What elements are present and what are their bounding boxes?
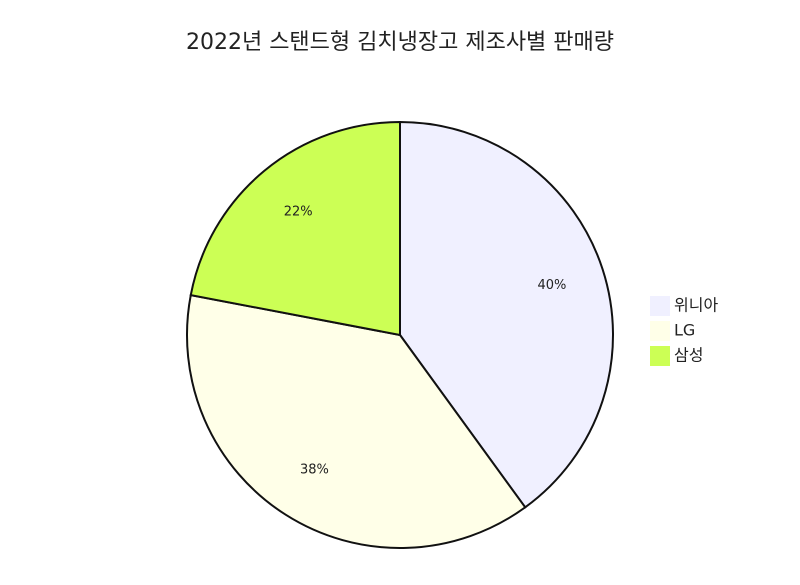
legend-swatch bbox=[650, 321, 670, 341]
data-label: 40% bbox=[537, 278, 566, 293]
legend-label: 위니아 bbox=[674, 296, 718, 315]
pie-slice bbox=[189, 120, 401, 337]
legend-label: LG bbox=[674, 321, 695, 340]
pie-slice bbox=[186, 293, 527, 549]
legend-swatch bbox=[650, 346, 670, 366]
data-label: 38% bbox=[300, 462, 329, 477]
chart-title: 2022년 스탠드형 김치냉장고 제조사별 판매량 bbox=[186, 30, 614, 55]
data-label: 22% bbox=[284, 204, 313, 219]
legend-swatch bbox=[650, 296, 670, 316]
legend-label: 삼성 bbox=[674, 346, 703, 365]
pie-slice bbox=[399, 120, 614, 509]
